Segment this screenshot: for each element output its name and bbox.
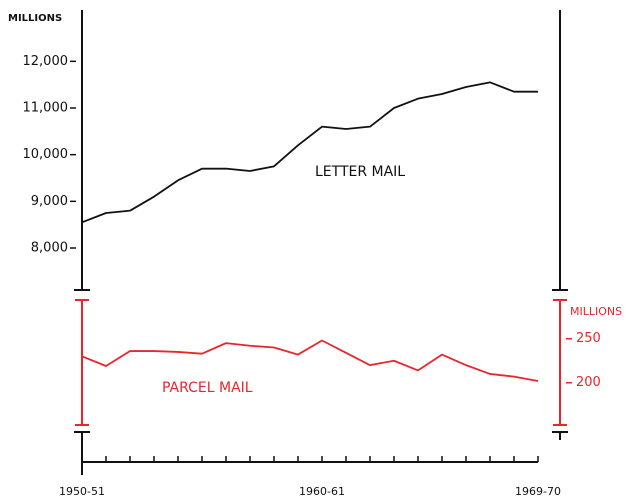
series-label: LETTER MAIL bbox=[315, 164, 405, 180]
y2-axis-label: MILLIONS bbox=[570, 305, 622, 318]
y2-tick-label: 250 bbox=[576, 331, 601, 346]
y2-tick-label: 200 bbox=[576, 375, 601, 390]
series-label: PARCEL MAIL bbox=[162, 380, 253, 396]
x-tick-label: 1950-51 bbox=[59, 485, 105, 498]
y-axis-label: MILLIONS bbox=[8, 13, 62, 24]
y-tick-label: 12,000 bbox=[23, 54, 69, 69]
y-tick-label: 11,000 bbox=[23, 101, 69, 116]
x-tick-label: 1969-70 bbox=[515, 485, 561, 498]
y-tick-label: 8,000 bbox=[31, 241, 68, 256]
y-tick-label: 10,000 bbox=[23, 147, 69, 162]
y-tick-label: 9,000 bbox=[31, 194, 68, 209]
series-line bbox=[81, 339, 539, 382]
axis-frame bbox=[74, 10, 568, 475]
series-line bbox=[81, 81, 538, 224]
x-tick-label: 1960-61 bbox=[299, 485, 345, 498]
